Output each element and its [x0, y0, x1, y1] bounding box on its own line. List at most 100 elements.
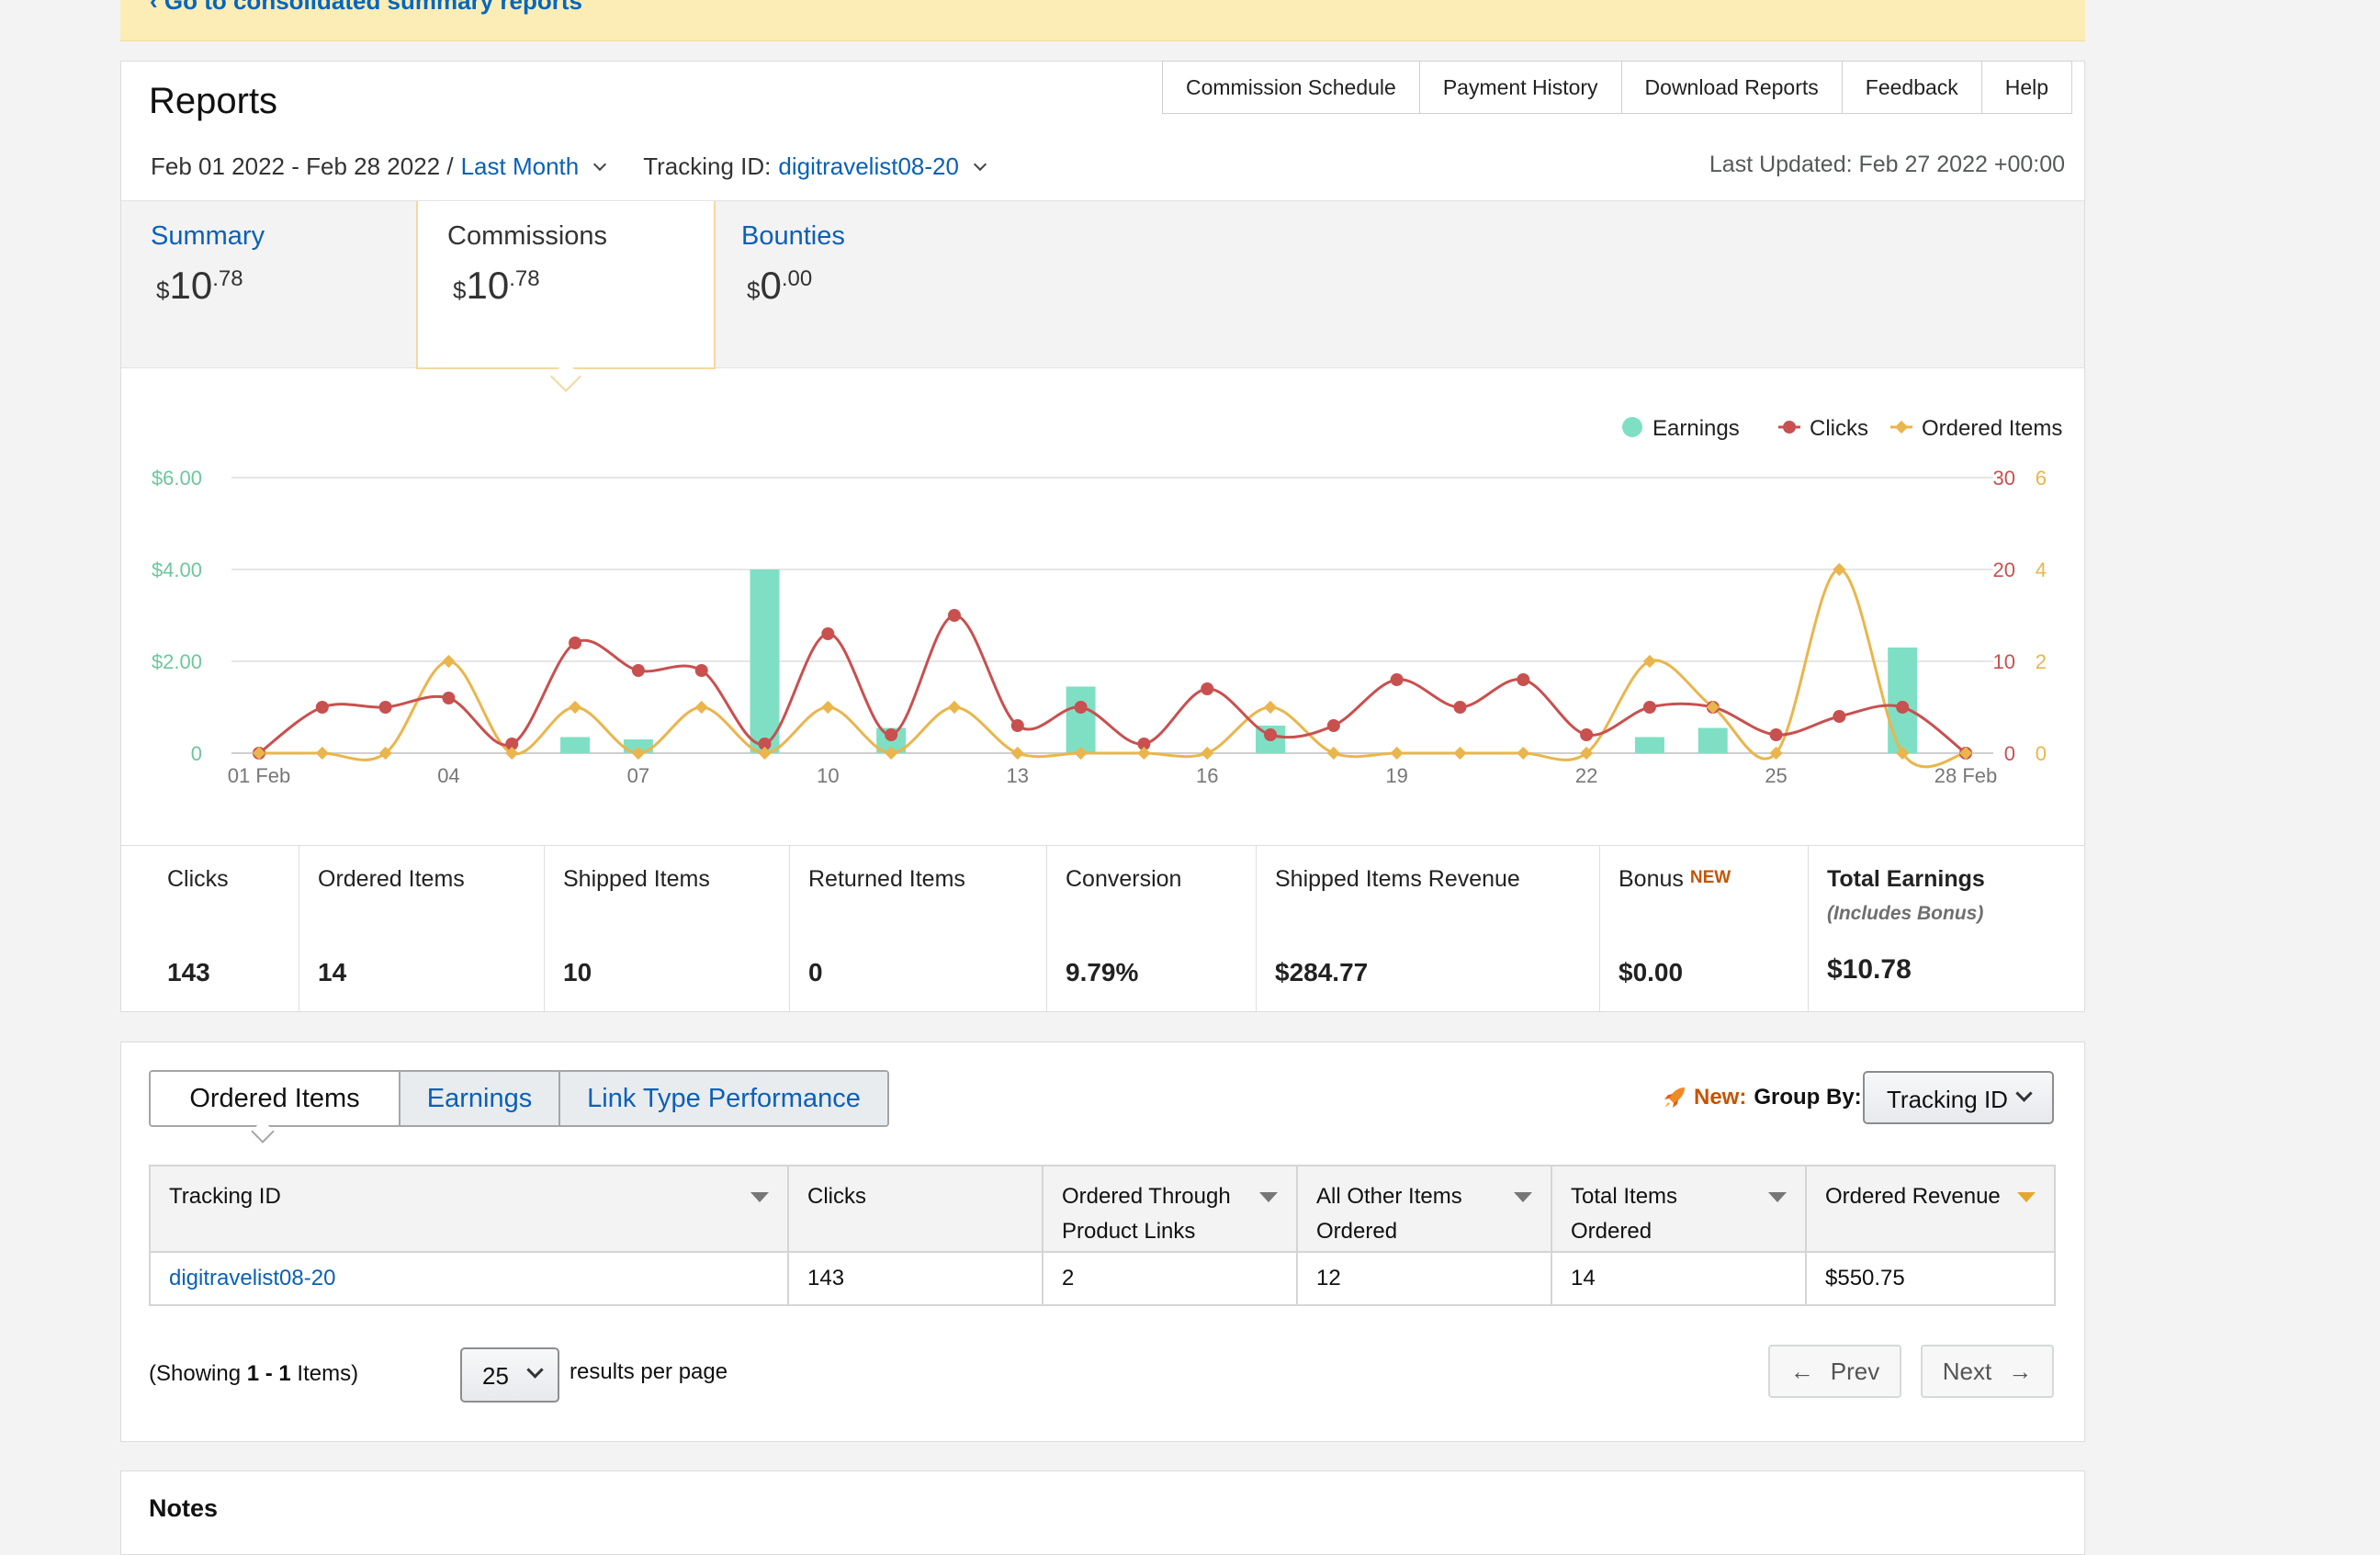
clicks-point	[1390, 673, 1404, 686]
tab-bounties[interactable]: Bounties $0.00	[714, 201, 1008, 367]
ordered-items-point	[1580, 746, 1594, 761]
cell-ordered-through-links: 2	[1042, 1251, 1298, 1306]
y-axis-left-tick-label: $2.00	[152, 650, 202, 673]
ordered-items-point	[1896, 746, 1910, 761]
x-axis-tick-label: 28 Feb	[1934, 764, 1998, 787]
clicks-point	[694, 664, 708, 677]
x-axis-tick-label: 19	[1385, 764, 1407, 787]
tab-commissions-amount: $10.78	[453, 264, 540, 307]
commissions-chart: 0 0 0$2.00 10 2$4.00 20 4$6.00 30 601 Feb 04 07 10 1…	[152, 416, 2062, 787]
tracking-id-label: Tracking ID:	[643, 152, 772, 180]
clicks-point	[1201, 682, 1214, 695]
per-page-select[interactable]: 25	[460, 1347, 559, 1403]
feedback-link[interactable]: Feedback	[1842, 61, 1982, 114]
ordered-items-point	[315, 746, 329, 761]
clicks-point	[569, 637, 582, 649]
tab-bounties-amount: $0.00	[747, 264, 813, 307]
table-header-row: Tracking ID Clicks Ordered Through Produ…	[149, 1165, 2056, 1253]
x-axis-tick-label: 16	[1196, 764, 1218, 787]
table-row: digitravelist08-20 143 2 12 14 $550.75	[149, 1251, 2056, 1306]
chevron-down-icon	[973, 157, 987, 171]
cell-tracking-id[interactable]: digitravelist08-20	[149, 1251, 789, 1306]
tab-link-type-performance[interactable]: Link Type Performance	[560, 1072, 887, 1125]
metric-ordered-items: Ordered Items 14	[299, 846, 545, 1011]
earnings-bar	[1066, 686, 1096, 753]
legend-earnings-icon	[1622, 417, 1642, 437]
new-badge: NEW	[1689, 868, 1731, 887]
col-all-other-items[interactable]: All Other Items Ordered	[1296, 1165, 1552, 1253]
ordered-items-point	[1137, 746, 1151, 761]
metric-shipped-revenue: Shipped Items Revenue $284.77	[1257, 846, 1600, 1011]
clicks-point	[1137, 738, 1151, 750]
sort-arrow-icon	[1768, 1192, 1787, 1202]
ordered-items-point	[821, 700, 835, 715]
period-dropdown[interactable]: Last Month	[461, 152, 607, 181]
consolidated-reports-link[interactable]: ‹ Go to consolidated summary reports	[150, 0, 582, 15]
cell-clicks: 143	[787, 1251, 1043, 1306]
col-tracking-id[interactable]: Tracking ID	[149, 1165, 789, 1253]
metric-conversion: Conversion 9.79%	[1047, 846, 1257, 1011]
group-by-select[interactable]: Tracking ID	[1863, 1071, 2054, 1124]
x-axis-tick-label: 10	[817, 764, 839, 787]
clicks-point	[758, 738, 772, 750]
tab-ordered-items[interactable]: Ordered Items	[151, 1072, 400, 1125]
group-by-row: New: Group By:	[1661, 1084, 1862, 1111]
sort-arrow-icon	[750, 1192, 769, 1202]
earnings-bar	[623, 739, 653, 753]
arrow-left-icon: ←	[1789, 1357, 1814, 1385]
clicks-point	[947, 609, 961, 622]
sort-arrow-icon	[1259, 1192, 1278, 1202]
ordered-items-point	[1326, 746, 1340, 761]
ordered-items-point	[252, 746, 266, 761]
clicks-point	[885, 728, 898, 741]
metric-shipped-items: Shipped Items 10	[545, 846, 790, 1011]
sort-arrow-active-icon	[2017, 1192, 2036, 1202]
page-title: Reports	[149, 81, 278, 121]
date-range-row: Feb 01 2022 - Feb 28 2022 / Last Month T…	[151, 152, 987, 181]
tab-summary[interactable]: Summary $10.78	[121, 201, 415, 367]
earnings-bar	[1888, 648, 1918, 753]
tab-commissions[interactable]: Commissions $10.78	[416, 201, 716, 392]
ordered-items-point	[631, 746, 645, 761]
col-total-items[interactable]: Total Items Ordered	[1551, 1165, 1807, 1253]
next-page-button[interactable]: Next →	[1921, 1345, 2054, 1398]
x-axis-tick-label: 25	[1765, 764, 1787, 787]
legend-clicks-label: Clicks	[1810, 416, 1868, 441]
group-by-value: Tracking ID	[1887, 1086, 2008, 1113]
earnings-bar	[1634, 737, 1664, 753]
col-ordered-through-product-links[interactable]: Ordered Through Product Links	[1042, 1165, 1298, 1253]
per-page-value: 25	[482, 1362, 509, 1390]
clicks-point	[1833, 710, 1846, 723]
ordered-items-point	[378, 746, 392, 761]
legend-items-icon	[1894, 420, 1909, 434]
y-axis-items-tick-label: 4	[2036, 558, 2047, 581]
commission-schedule-link[interactable]: Commission Schedule	[1162, 61, 1420, 114]
clicks-point	[1074, 701, 1088, 714]
arrow-right-icon: →	[2008, 1357, 2033, 1385]
consolidated-reports-banner: ‹ Go to consolidated summary reports	[120, 0, 2085, 41]
report-type-tabs: Summary $10.78 Commissions $10.78 Bounti…	[121, 200, 2084, 392]
notes-title: Notes	[149, 1494, 219, 1522]
tab-earnings[interactable]: Earnings	[400, 1072, 560, 1125]
prev-page-button[interactable]: ← Prev	[1768, 1345, 1901, 1398]
help-link[interactable]: Help	[1981, 61, 2073, 114]
tracking-id-dropdown[interactable]: digitravelist08-20	[778, 152, 987, 181]
ordered-items-point	[569, 700, 582, 715]
group-by-label: Group By:	[1754, 1085, 1862, 1110]
cell-other-items: 12	[1296, 1251, 1552, 1306]
download-reports-link[interactable]: Download Reports	[1621, 61, 1843, 114]
metric-bonus: Bonus NEW $0.00	[1600, 846, 1809, 1011]
tab-commissions-label: Commissions	[447, 221, 608, 251]
col-ordered-revenue[interactable]: Ordered Revenue	[1805, 1165, 2056, 1253]
ordered-items-point	[1074, 746, 1088, 761]
ordered-items-point	[1642, 654, 1656, 669]
ordered-items-point	[1706, 700, 1720, 715]
ordered-items-point	[442, 654, 456, 669]
y-axis-left-tick-label: 0	[191, 742, 202, 765]
col-clicks[interactable]: Clicks	[787, 1165, 1043, 1253]
ordered-items-point	[1263, 700, 1278, 715]
payment-history-link[interactable]: Payment History	[1419, 61, 1622, 114]
y-axis-clicks-tick-label: 0	[2004, 742, 2015, 765]
clicks-point	[1264, 728, 1278, 741]
ordered-items-point	[1010, 746, 1024, 761]
